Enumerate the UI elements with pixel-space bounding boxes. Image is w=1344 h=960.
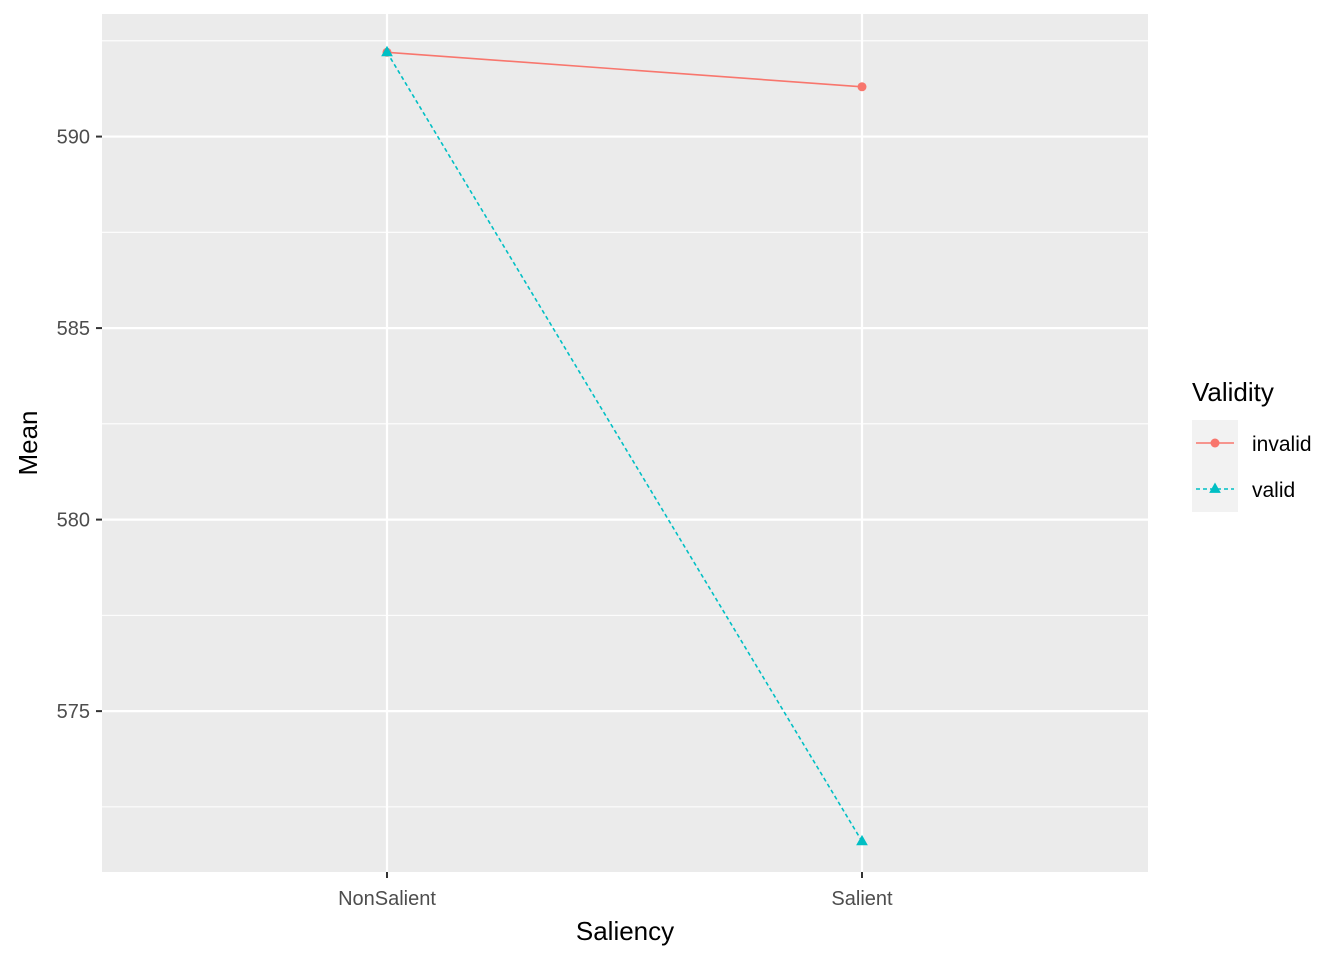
legend-title: Validity	[1192, 377, 1274, 407]
legend-label-valid: valid	[1252, 479, 1295, 502]
series-line-invalid	[386, 51, 863, 88]
series-lines	[386, 51, 863, 842]
x-tick-label: NonSalient	[338, 888, 436, 910]
y-tick-label: 590	[57, 127, 90, 149]
x-axis: NonSalient Salient	[338, 872, 893, 910]
y-tick-label: 585	[57, 318, 90, 340]
minor-gridlines	[102, 40, 1148, 808]
x-axis-title: Saliency	[576, 916, 674, 946]
legend-marker-invalid	[1210, 438, 1220, 448]
major-gridlines	[102, 14, 1148, 872]
y-tick-label: 575	[57, 701, 90, 723]
plot-panel	[102, 14, 1148, 872]
y-axis: 575 580 585 590	[57, 127, 102, 723]
x-tick-label: Salient	[831, 888, 893, 910]
legend-items: invalid valid	[1192, 420, 1312, 512]
legend-marker-valid	[1209, 482, 1221, 493]
series-points	[381, 45, 868, 846]
legend-label-invalid: invalid	[1252, 433, 1312, 456]
data-point-valid	[381, 45, 393, 57]
legend: Validity invalid valid	[1192, 377, 1312, 512]
data-point-valid	[856, 834, 868, 846]
y-tick-label: 580	[57, 510, 90, 532]
y-axis-title: Mean	[13, 410, 43, 475]
data-point-invalid	[857, 82, 867, 92]
